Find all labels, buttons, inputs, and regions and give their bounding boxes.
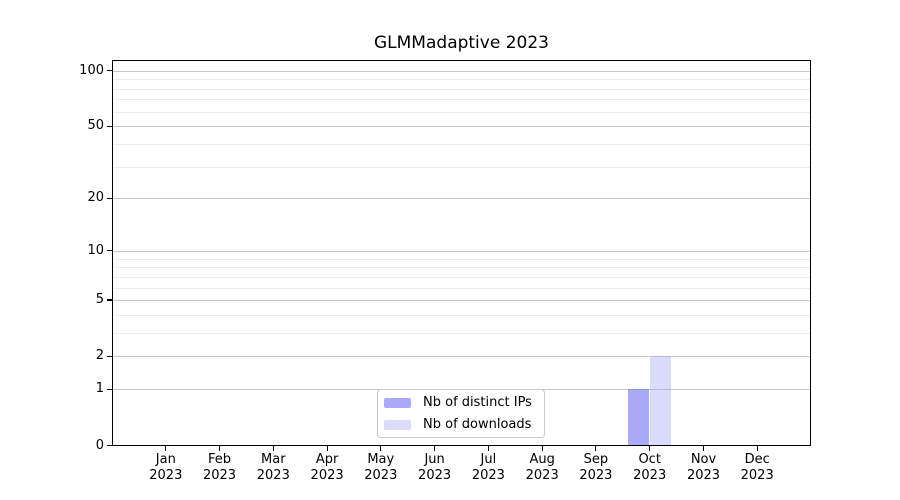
x-tick-month: Oct [638, 452, 661, 467]
y-tick-label: 20 [87, 190, 104, 206]
y-tick-label: 2 [95, 348, 104, 364]
x-tick-year: 2023 [471, 467, 505, 483]
x-tick-mark [541, 445, 543, 451]
x-tick-year: 2023 [256, 467, 290, 483]
x-tick-label-may: May 2023 [349, 452, 413, 483]
x-tick-month: Jul [480, 452, 497, 467]
legend-swatch-downloads [384, 419, 411, 430]
minor-gridline [113, 99, 810, 101]
x-tick-year: 2023 [686, 467, 721, 483]
x-tick-label-apr: Apr 2023 [295, 452, 359, 483]
x-tick-mark [434, 445, 436, 451]
minor-gridline [113, 267, 810, 269]
y-tick-label: 100 [79, 62, 104, 78]
minor-gridline [113, 166, 810, 168]
y-tick-mark [107, 250, 112, 252]
minor-gridline [113, 88, 810, 90]
y-tick-mark [107, 388, 112, 390]
x-tick-month: Aug [529, 452, 555, 467]
minor-gridline [113, 332, 810, 334]
legend-swatch-distinct-ips [384, 397, 411, 408]
minor-gridline [113, 314, 810, 316]
x-tick-month: Jan [155, 452, 176, 467]
x-tick-mark [649, 445, 651, 451]
major-gridline [113, 70, 810, 72]
x-tick-mark [272, 445, 274, 451]
major-gridline [113, 250, 810, 252]
y-tick-mark [107, 70, 112, 72]
major-gridline [113, 356, 810, 358]
x-tick-label-sep: Sep 2023 [564, 452, 628, 483]
y-tick-label: 50 [87, 118, 104, 134]
x-tick-year: 2023 [579, 467, 613, 483]
x-tick-month: Jun [424, 452, 445, 467]
major-gridline [113, 300, 810, 301]
minor-gridline [113, 111, 810, 113]
x-tick-year: 2023 [633, 467, 667, 483]
x-tick-month: Sep [583, 452, 609, 467]
legend-item-downloads: Nb of downloads [384, 417, 536, 433]
minor-gridline [113, 276, 810, 278]
y-tick-mark [107, 355, 112, 357]
y-tick-label: 10 [87, 242, 104, 258]
x-tick-year: 2023 [740, 467, 774, 483]
x-tick-mark [165, 445, 167, 451]
x-tick-year: 2023 [418, 467, 452, 483]
x-tick-mark [702, 445, 705, 451]
chart-title: GLMMadaptive 2023 [374, 33, 549, 53]
x-tick-month: Mar [261, 452, 286, 467]
x-tick-label-dec: Dec 2023 [725, 452, 789, 483]
x-tick-mark [326, 445, 328, 451]
x-tick-month: Dec [744, 452, 770, 467]
x-tick-label-oct: Oct 2023 [618, 452, 682, 483]
x-tick-label-jan: Jan 2023 [134, 452, 198, 483]
x-tick-month: Nov [690, 452, 717, 467]
plot-area [112, 60, 811, 446]
y-tick-label: 0 [95, 437, 104, 453]
x-tick-month: Apr [315, 452, 339, 467]
x-tick-label-mar: Mar 2023 [241, 452, 305, 483]
y-tick-mark [107, 197, 112, 199]
y-tick-label: 1 [95, 381, 104, 397]
major-gridline [113, 126, 810, 128]
x-tick-label-nov: Nov 2023 [672, 452, 736, 483]
major-gridline [113, 198, 810, 200]
x-tick-month: Feb [207, 452, 232, 467]
x-tick-mark [756, 445, 758, 451]
x-tick-mark [380, 445, 382, 451]
legend-box: Nb of distinct IPs Nb of downloads [377, 389, 545, 438]
y-tick-mark [107, 299, 112, 301]
legend-label-distinct-ips: Nb of distinct IPs [423, 394, 532, 410]
x-tick-mark [487, 445, 489, 451]
x-tick-year: 2023 [149, 467, 183, 483]
minor-gridline [113, 258, 810, 260]
x-tick-label-aug: Aug 2023 [510, 452, 574, 483]
x-tick-year: 2023 [525, 467, 559, 483]
x-tick-year: 2023 [310, 467, 344, 483]
bar-downloads-oct [650, 356, 672, 446]
x-tick-label-jul: Jul 2023 [456, 452, 520, 483]
minor-gridline [113, 79, 810, 81]
y-tick-mark [107, 444, 112, 447]
x-tick-label-jun: Jun 2023 [403, 452, 467, 483]
x-tick-mark [218, 445, 221, 451]
bar-distinct-ips-oct [628, 389, 650, 446]
x-tick-year: 2023 [364, 467, 398, 483]
legend-item-distinct-ips: Nb of distinct IPs [384, 395, 536, 411]
minor-gridline [113, 287, 810, 289]
y-tick-mark [107, 125, 112, 127]
minor-gridline [113, 143, 810, 145]
x-tick-mark [595, 445, 597, 451]
y-tick-label: 5 [95, 292, 104, 307]
x-tick-year: 2023 [202, 467, 237, 483]
x-tick-month: May [367, 452, 395, 467]
x-tick-label-feb: Feb 2023 [188, 452, 252, 483]
legend-label-downloads: Nb of downloads [423, 416, 532, 432]
